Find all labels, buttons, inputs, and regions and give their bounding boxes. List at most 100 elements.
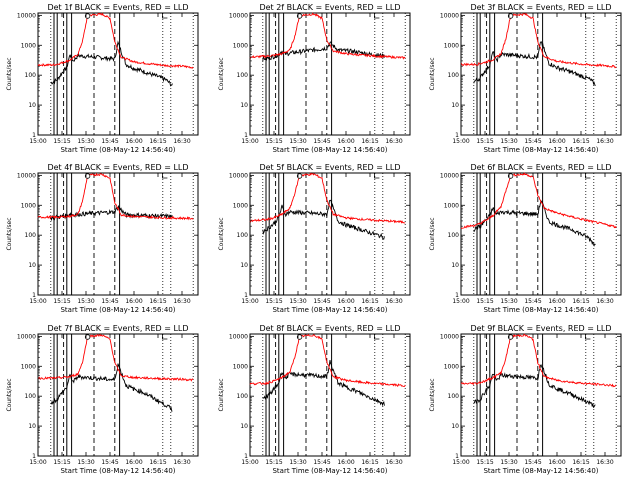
x-tick-label: 15:00	[29, 138, 46, 145]
x-axis-label: Start Time (08-May-12 14:56:40)	[483, 306, 598, 314]
x-tick-label: 15:45	[524, 459, 541, 466]
peak-marker-icon	[84, 334, 91, 340]
y-tick-label: 1000	[444, 363, 459, 370]
events-series-line	[473, 41, 596, 87]
y-tick-label: 1	[455, 132, 459, 139]
events-series-line	[262, 199, 385, 240]
corner-bracket-icon	[162, 173, 168, 179]
x-tick-label: 15:15	[476, 298, 493, 305]
lld-series-line	[249, 333, 406, 387]
peak-marker-icon	[84, 173, 91, 179]
x-tick-label: 15:00	[241, 138, 258, 145]
y-tick-label: 1	[455, 292, 459, 299]
y-tick-label: 10	[240, 102, 248, 109]
events-series-line	[473, 363, 596, 409]
x-tick-label: 16:00	[337, 138, 354, 145]
x-tick-label: 16:00	[337, 298, 354, 305]
panel-title: Det 1f BLACK = Events, RED = LLD	[47, 3, 188, 12]
y-tick-label: 1000	[444, 42, 459, 49]
corner-bracket-icon	[585, 334, 591, 340]
plot-frame	[460, 172, 622, 296]
x-tick-label: 15:30	[289, 459, 306, 466]
y-tick-label: 10000	[229, 172, 248, 179]
corner-bracket-icon	[374, 334, 380, 340]
x-tick-label: 15:15	[53, 459, 70, 466]
corner-bracket-icon	[374, 173, 380, 179]
y-tick-label: 10000	[17, 12, 36, 19]
peak-marker-icon	[507, 334, 514, 340]
x-tick-label: 15:45	[524, 138, 541, 145]
events-series-line	[50, 204, 173, 222]
x-tick-label: 15:15	[476, 459, 493, 466]
panel-title: Det 8f BLACK = Events, RED = LLD	[259, 324, 400, 333]
x-tick-label: 15:00	[452, 459, 469, 466]
x-tick-label: 15:30	[500, 298, 517, 305]
x-tick-label: 15:00	[452, 138, 469, 145]
plot-frame	[249, 172, 411, 296]
y-tick-label: 10	[240, 262, 248, 269]
panel-title: Det 4f BLACK = Events, RED = LLD	[47, 163, 188, 172]
x-tick-label: 16:15	[572, 138, 589, 145]
x-tick-label: 15:30	[77, 459, 94, 466]
y-tick-label: 10000	[440, 172, 459, 179]
y-tick-label: 10	[451, 423, 459, 430]
events-series-line	[262, 41, 385, 62]
panel-title: Det 7f BLACK = Events, RED = LLD	[47, 324, 188, 333]
x-tick-label: 15:30	[289, 138, 306, 145]
panel-det-7: 1 10 100 1000 10000 15:00 15:15 15:30 15:45 16:00…	[6, 324, 199, 475]
x-tick-label: 15:45	[524, 298, 541, 305]
corner-bracket-icon	[162, 334, 168, 340]
panel-det-5: 1 10 100 1000 10000 15:00 15:15 15:30 15:45 16:00…	[218, 163, 411, 314]
x-axis-label: Start Time (08-May-12 14:56:40)	[272, 467, 387, 475]
x-tick-label: 16:30	[385, 298, 402, 305]
panel-title: Det 9f BLACK = Events, RED = LLD	[470, 324, 611, 333]
x-tick-label: 15:15	[476, 138, 493, 145]
y-axis-label: Counts/sec	[6, 378, 13, 411]
plot-frame	[460, 333, 622, 457]
x-tick-label: 16:15	[361, 459, 378, 466]
x-tick-label: 16:30	[385, 138, 402, 145]
events-series-line	[473, 199, 596, 247]
y-tick-label: 100	[25, 72, 37, 79]
y-tick-label: 1000	[21, 202, 36, 209]
y-tick-label: 10000	[440, 12, 459, 19]
y-axis-label: Counts/sec	[429, 217, 436, 250]
x-tick-label: 16:00	[125, 298, 142, 305]
peak-marker-icon	[296, 173, 303, 179]
x-tick-label: 15:00	[452, 298, 469, 305]
x-tick-label: 16:30	[173, 138, 190, 145]
y-tick-label: 100	[448, 232, 460, 239]
events-series-line	[50, 363, 173, 412]
y-tick-label: 10	[451, 262, 459, 269]
x-axis-label: Start Time (08-May-12 14:56:40)	[272, 306, 387, 314]
x-tick-label: 16:30	[596, 138, 613, 145]
x-tick-label: 16:15	[149, 298, 166, 305]
corner-bracket-icon	[374, 13, 380, 19]
x-tick-label: 16:00	[125, 138, 142, 145]
y-axis-label: Counts/sec	[429, 378, 436, 411]
x-tick-label: 15:45	[101, 459, 118, 466]
panel-title: Det 6f BLACK = Events, RED = LLD	[470, 163, 611, 172]
x-tick-label: 15:00	[241, 459, 258, 466]
x-tick-label: 16:30	[173, 298, 190, 305]
y-axis-label: Counts/sec	[6, 217, 13, 250]
lld-series-line	[37, 12, 194, 70]
panel-det-8: 1 10 100 1000 10000 15:00 15:15 15:30 15:45 16:00…	[218, 324, 411, 475]
plot-frame	[37, 172, 199, 296]
x-tick-label: 15:00	[241, 298, 258, 305]
corner-bracket-icon	[585, 173, 591, 179]
x-tick-label: 15:45	[101, 298, 118, 305]
y-tick-label: 100	[25, 232, 37, 239]
y-tick-label: 1000	[233, 202, 248, 209]
panel-det-2: 1 10 100 1000 10000 15:00 15:15 15:30 15:45 16:00…	[218, 3, 411, 154]
x-tick-label: 16:00	[548, 298, 565, 305]
x-tick-label: 16:15	[149, 138, 166, 145]
lld-series-line	[38, 333, 194, 382]
y-tick-label: 1000	[21, 363, 36, 370]
x-tick-label: 16:00	[337, 459, 354, 466]
x-axis-label: Start Time (08-May-12 14:56:40)	[60, 467, 175, 475]
plot-frame	[37, 12, 199, 136]
panel-title: Det 3f BLACK = Events, RED = LLD	[470, 3, 611, 12]
y-tick-label: 10	[28, 102, 36, 109]
y-tick-label: 100	[25, 393, 37, 400]
